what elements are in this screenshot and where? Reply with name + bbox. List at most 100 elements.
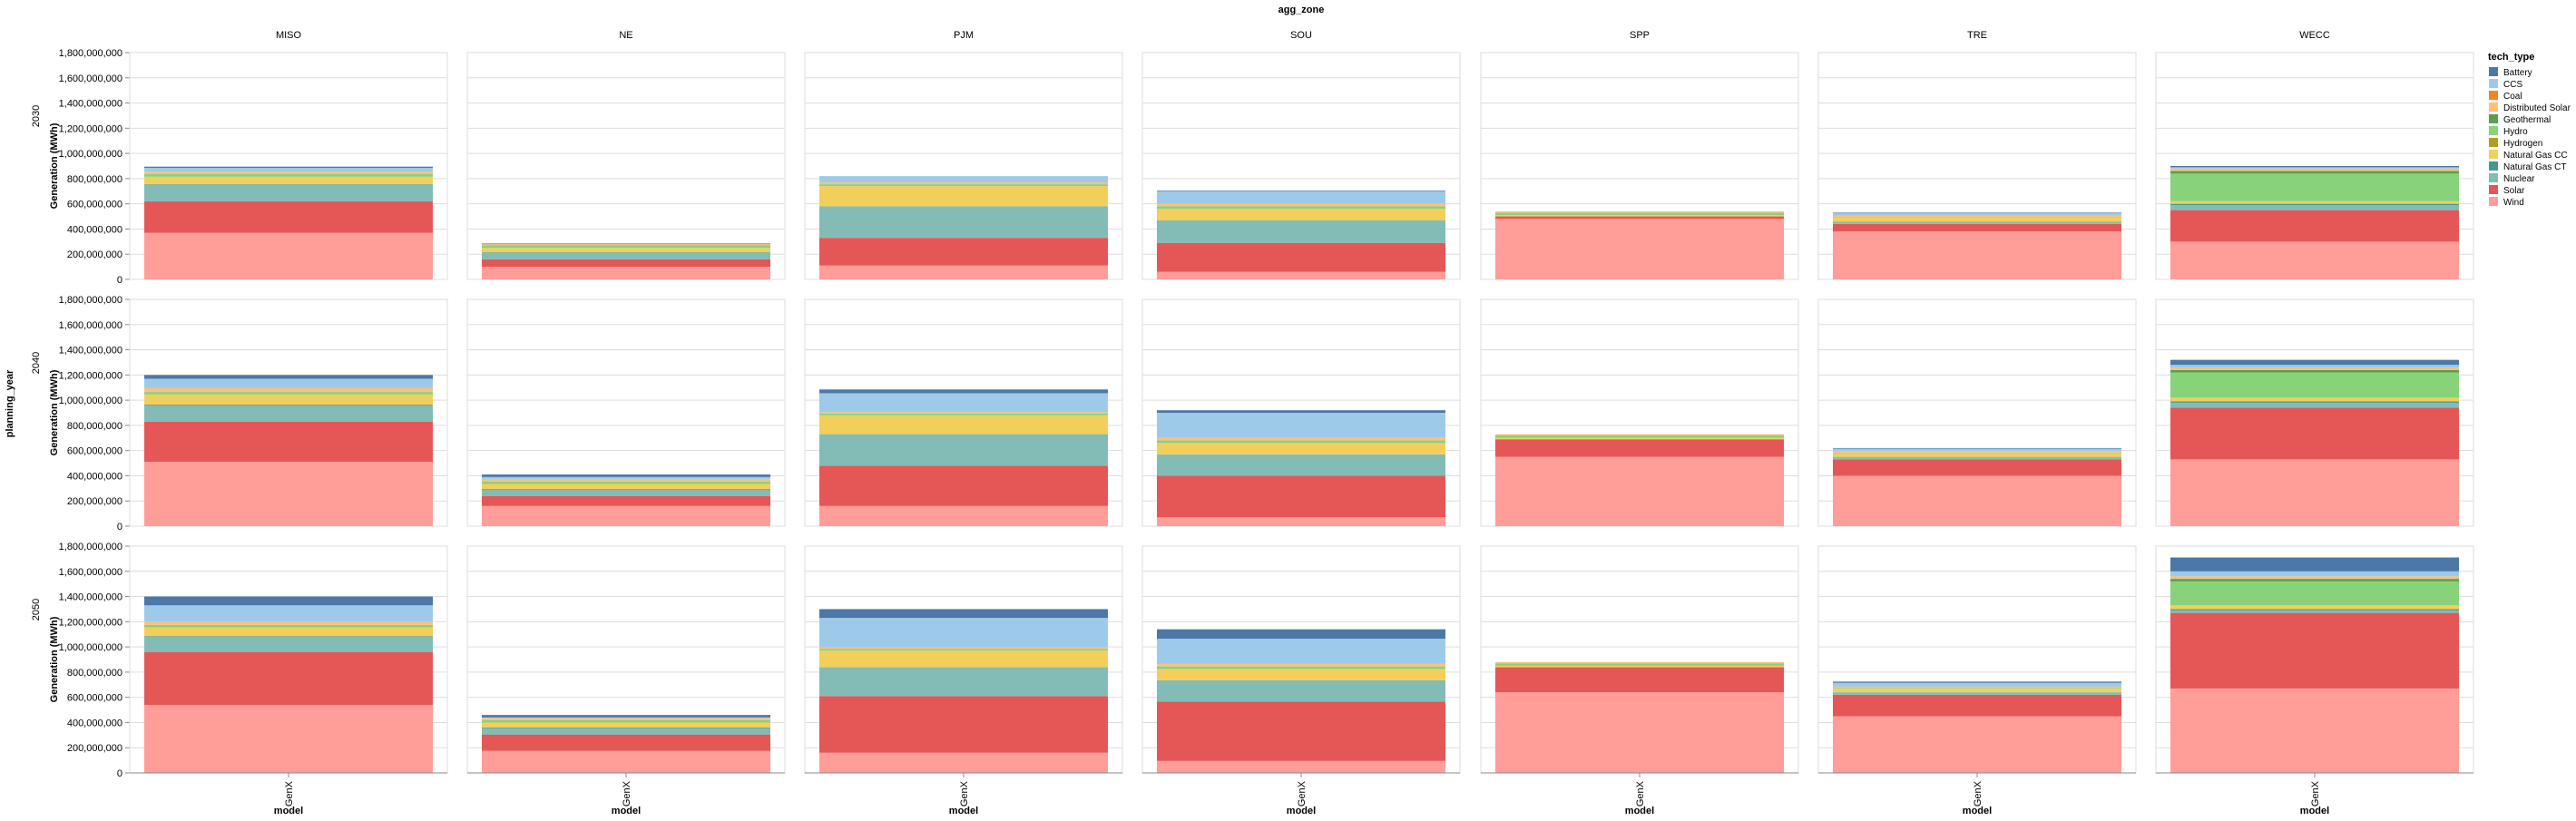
bar-segment-distributed-solar [482, 478, 770, 482]
bar-segment-ccs [819, 176, 1108, 183]
bar-segment-hydro [144, 392, 433, 395]
bar-segment-distributed-solar [144, 621, 433, 625]
bar-segment-natural-gas-ct [144, 184, 433, 185]
legend-label: Distributed Solar [2503, 103, 2571, 113]
legend-label: Geothermal [2503, 115, 2551, 125]
column-facet-title: agg_zone [1278, 5, 1325, 15]
bar-segment-ccs [1833, 682, 2121, 687]
bar-segment-wind [1157, 271, 1445, 279]
bar-segment-solar [482, 495, 770, 506]
y-tick-label: 1,400,000,000 [59, 99, 122, 110]
x-tick-label: GenX [284, 780, 295, 806]
facet-panel: NE [466, 30, 786, 280]
legend-swatch [2489, 114, 2498, 123]
facet-panel: SPP [1480, 30, 1799, 280]
bar-segment-wind [1833, 231, 2121, 279]
y-tick-label: 200,000,000 [67, 743, 122, 754]
bar-segment-ccs [2170, 365, 2459, 367]
column-facet-label: TRE [1967, 30, 1987, 41]
bar-segment-ccs [1157, 639, 1445, 664]
bar-segment-ccs [482, 476, 770, 479]
legend-label: Natural Gas CC [2503, 151, 2568, 161]
bar-segment-nuclear [819, 667, 1108, 697]
bar-segment-hydro [1833, 688, 2121, 689]
bar-segment-natural-gas-cc [1157, 669, 1445, 680]
bar-segment-natural-gas-ct [482, 252, 770, 253]
bar-segment-geothermal [2170, 171, 2459, 174]
bar-segment-distributed-solar [1495, 661, 1784, 664]
bar-segment-geothermal [2170, 579, 2459, 582]
bar-segment-solar [144, 200, 433, 233]
bar-segment-hydro [1495, 212, 1784, 216]
y-tick-label: 400,000,000 [67, 471, 122, 482]
bar-segment-distributed-solar [144, 171, 433, 175]
y-tick-label: 1,000,000,000 [59, 396, 122, 406]
column-facet-label: PJM [954, 30, 974, 41]
bar-segment-nuclear [144, 184, 433, 201]
legend-swatch [2489, 91, 2498, 100]
y-tick-label: 200,000,000 [67, 249, 122, 260]
bar-segment-hydro [819, 649, 1108, 651]
bar-segment-wind [482, 267, 770, 279]
column-facet-label: WECC [2299, 30, 2330, 41]
y-tick-label: 1,200,000,000 [59, 123, 122, 134]
bar-segment-ccs [1157, 413, 1445, 438]
x-tick-label: GenX [1635, 780, 1646, 806]
legend-swatch [2489, 67, 2498, 76]
y-tick-label: 800,000,000 [67, 174, 122, 185]
bar-segment-geothermal [2170, 369, 2459, 373]
bar-segment-wind [819, 752, 1108, 773]
bar-segment-natural-gas-ct [144, 636, 433, 637]
bar-segment-battery [144, 166, 433, 169]
bar-segment-hydro [144, 174, 433, 177]
facet-panel: WECC [2155, 30, 2474, 280]
bar-segment-natural-gas-cc [2170, 200, 2459, 204]
bar-segment-ccs [144, 168, 433, 172]
bar-segment-natural-gas-cc [1495, 215, 1784, 217]
bar-segment-solar [144, 421, 433, 463]
bar-segment-battery [144, 375, 433, 379]
bar-segment-wind [482, 750, 770, 773]
bar-segment-hydro [819, 413, 1108, 415]
bar-segment-distributed-solar [2170, 168, 2459, 171]
legend-swatch [2489, 103, 2498, 112]
legend-title: tech_type [2488, 52, 2534, 63]
bar-segment-nuclear [482, 728, 770, 735]
facet-panel: PJM [804, 30, 1123, 280]
bar-segment-wind [1157, 517, 1445, 526]
row-facet-title: planning_year [5, 369, 15, 437]
bar-segment-battery [482, 715, 770, 718]
bar-segment-solar [819, 696, 1108, 753]
bar-segment-distributed-solar [1495, 211, 1784, 213]
bar-segment-solar [1833, 223, 2121, 232]
bar-segment-natural-gas-cc [1495, 437, 1784, 440]
bar-segment-ccs [144, 378, 433, 388]
bar-segment-hydro [482, 719, 770, 723]
bar-segment-distributed-solar [819, 182, 1108, 185]
bar-segment-nuclear [819, 206, 1108, 239]
facet-panel [129, 298, 448, 527]
bar-segment-wind [482, 505, 770, 526]
y-tick-label: 600,000,000 [67, 200, 122, 210]
x-axis-title: model [1625, 806, 1654, 816]
bar-segment-solar [144, 651, 433, 705]
bar-segment-natural-gas-ct [2170, 203, 2459, 206]
facet-panel [1480, 298, 1799, 527]
x-axis-title: model [1963, 806, 1992, 816]
y-tick-label: 1,800,000,000 [59, 542, 122, 552]
y-tick-label: 0 [117, 522, 122, 533]
y-tick-label: 600,000,000 [67, 693, 122, 704]
y-tick-label: 1,000,000,000 [59, 642, 122, 653]
y-tick-label: 400,000,000 [67, 224, 122, 235]
legend-swatch [2489, 150, 2498, 159]
y-tick-label: 1,000,000,000 [59, 149, 122, 160]
bar-segment-distributed-solar [482, 718, 770, 720]
bar-segment-solar [2170, 210, 2459, 242]
bar-segment-natural-gas-cc [1157, 209, 1445, 220]
